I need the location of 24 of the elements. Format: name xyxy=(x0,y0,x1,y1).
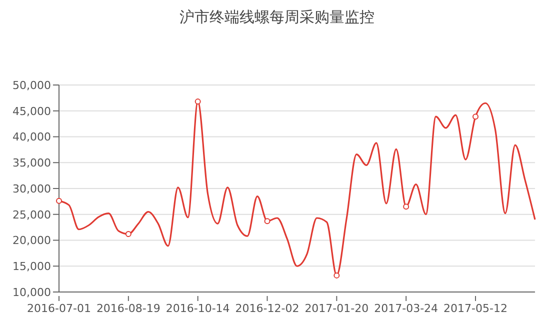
y-tick-label: 15,000 xyxy=(12,260,51,274)
y-tick-label: 10,000 xyxy=(12,286,51,299)
y-tick-label: 50,000 xyxy=(12,78,51,92)
y-tick-label: 30,000 xyxy=(12,182,51,196)
point xyxy=(56,198,62,204)
point xyxy=(334,272,340,278)
x-tick-label: 2017-01-20 xyxy=(304,302,369,315)
chart-title: 沪市终端线螺每周采购量监控 xyxy=(178,8,376,27)
y-tick-label: 20,000 xyxy=(12,234,51,248)
x-tick-label: 2016-07-01 xyxy=(27,302,91,315)
point xyxy=(264,218,270,224)
x-tick-label: 2016-10-14 xyxy=(166,302,230,315)
x-tick-label: 2017-03-24 xyxy=(374,302,438,315)
x-tick-label: 2017-05-12 xyxy=(444,302,508,315)
point xyxy=(403,204,410,210)
y-tick-label: 45,000 xyxy=(12,104,51,118)
point xyxy=(125,231,132,238)
y-tick-label: 25,000 xyxy=(12,208,51,222)
point xyxy=(472,114,478,120)
x-tick-label: 2016-12-02 xyxy=(235,302,300,315)
point xyxy=(194,98,201,105)
x-tick-label: 2016-08-19 xyxy=(96,302,160,315)
y-tick-label: 35,000 xyxy=(12,156,51,170)
y-tick-label: 40,000 xyxy=(12,130,51,144)
